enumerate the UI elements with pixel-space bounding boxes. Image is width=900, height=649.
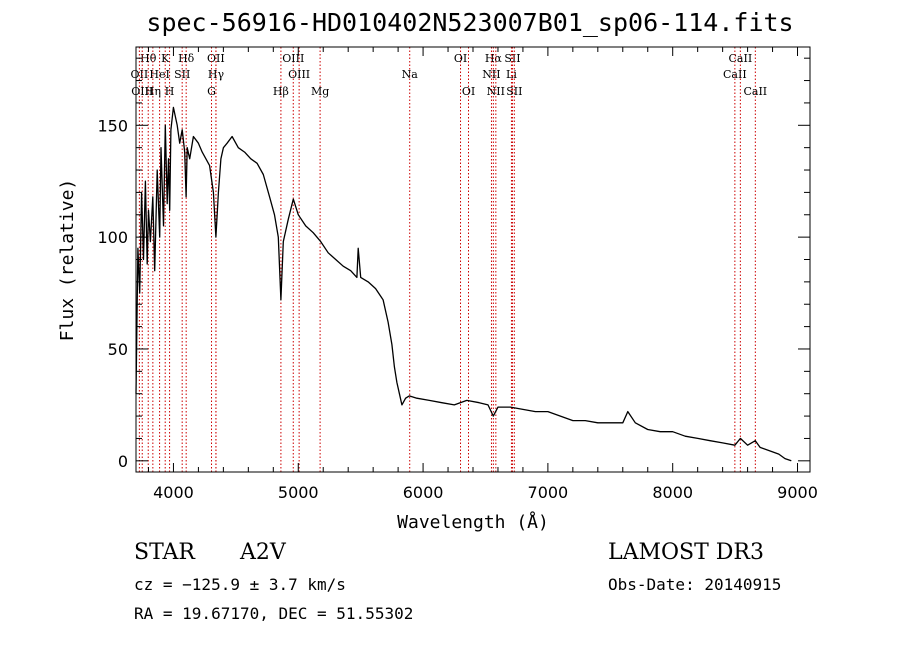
spectrum-series xyxy=(135,106,792,462)
x-axis-label: Wavelength (Å) xyxy=(397,511,549,533)
line-marker-label-1: K xyxy=(161,52,170,65)
x-tick-label-6000: 6000 xyxy=(403,483,444,502)
spectrum-line xyxy=(135,106,792,462)
line-marker-label-7: SII xyxy=(504,52,520,65)
line-marker-label-22: Hβ xyxy=(273,85,289,98)
line-marker-label-11: SII xyxy=(174,68,190,81)
observation-date: Obs-Date: 20140915 xyxy=(608,575,782,594)
line-marker-label-8: CaII xyxy=(729,52,753,65)
line-marker-label-18: OIII xyxy=(131,85,153,98)
y-tick-label-0: 0 xyxy=(118,452,128,471)
x-tick-label-7000: 7000 xyxy=(528,483,569,502)
line-marker-label-4: OIII xyxy=(282,52,304,65)
line-marker-label-5: OI xyxy=(454,52,467,65)
line-marker-label-25: NII xyxy=(487,85,505,98)
y-tick-label-150: 150 xyxy=(97,116,128,135)
line-marker-label-10: HeI xyxy=(149,68,169,81)
line-marker-label-13: OIII xyxy=(288,68,310,81)
axis-ticks: 4000 5000 6000 7000 8000 9000 0 50 100 150 xyxy=(97,47,818,502)
line-marker-label-17: CaII xyxy=(723,68,747,81)
redshift-value: cz = −125.9 ± 3.7 km/s xyxy=(134,575,346,594)
object-subclass: A2V xyxy=(240,540,286,565)
line-marker-label-24: OI xyxy=(462,85,475,98)
line-marker-label-26: SII xyxy=(506,85,522,98)
coordinates: RA = 19.67170, DEC = 51.55302 xyxy=(134,604,414,623)
y-tick-label-100: 100 xyxy=(97,228,128,247)
x-tick-label-4000: 4000 xyxy=(153,483,194,502)
x-tick-label-5000: 5000 xyxy=(278,483,319,502)
line-marker-label-9: OII xyxy=(131,68,149,81)
line-marker-label-12: Hγ xyxy=(208,68,225,81)
object-class: STAR xyxy=(134,540,195,565)
line-marker-label-15: NII xyxy=(482,68,500,81)
survey-name: LAMOST DR3 xyxy=(608,540,764,565)
plot-frame xyxy=(135,46,811,473)
line-marker-label-21: G xyxy=(207,85,216,98)
x-tick-label-8000: 8000 xyxy=(652,483,693,502)
line-marker-label-23: Mg xyxy=(311,85,329,98)
line-marker-label-27: CaII xyxy=(743,85,767,98)
line-marker-label-19: Hη xyxy=(145,85,161,98)
line-marker-label-20: H xyxy=(165,85,175,98)
x-tick-label-9000: 9000 xyxy=(777,483,818,502)
y-axis-label: Flux (relative) xyxy=(57,179,78,342)
line-marker-label-2: Hδ xyxy=(178,52,195,65)
line-marker-label-6: Hα xyxy=(485,52,503,65)
y-tick-label-50: 50 xyxy=(108,340,128,359)
line-marker-label-16: Li xyxy=(506,68,517,81)
chart-title: spec-56916-HD010402N523007B01_sp06-114.f… xyxy=(146,8,794,37)
line-marker-label-14: Na xyxy=(402,68,419,81)
